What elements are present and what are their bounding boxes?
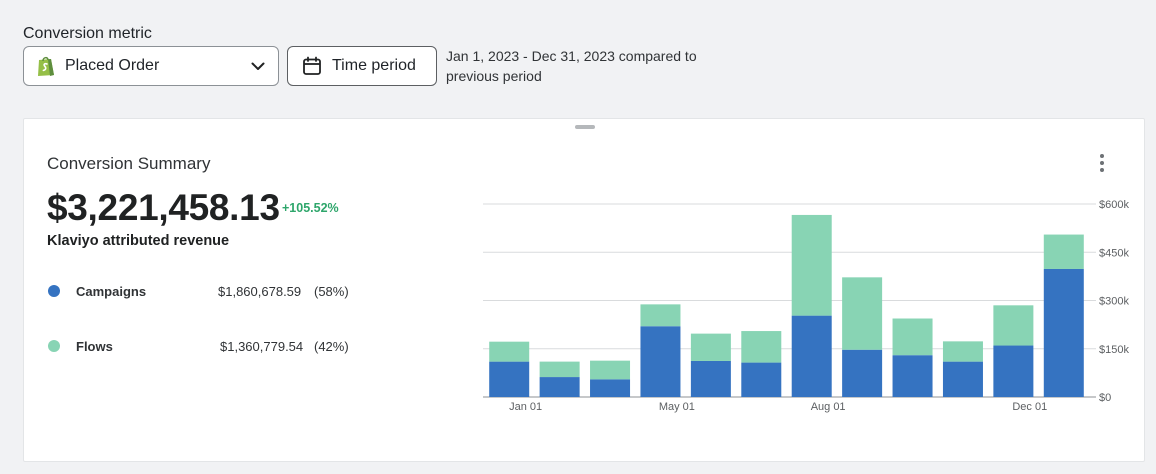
bar-flows-sep bbox=[892, 318, 933, 356]
legend-label: Campaigns bbox=[76, 283, 147, 299]
y-tick-label: $300k bbox=[1099, 296, 1129, 308]
date-range-text: Jan 1, 2023 - Dec 31, 2023 compared to p… bbox=[446, 48, 697, 84]
bar-campaigns-oct bbox=[942, 361, 983, 397]
legend-percent: (42%) bbox=[314, 338, 349, 354]
y-tick-label: $0 bbox=[1099, 392, 1111, 404]
bar-flows-feb bbox=[539, 361, 580, 378]
calendar-icon bbox=[303, 56, 321, 75]
bar-flows-jan bbox=[489, 341, 530, 362]
y-tick-label: $150k bbox=[1099, 344, 1129, 356]
bar-flows-aug bbox=[842, 277, 883, 350]
bar-campaigns-may bbox=[690, 360, 731, 397]
card-title: Conversion Summary bbox=[47, 154, 211, 173]
drag-handle[interactable] bbox=[575, 125, 595, 129]
selected-metric: Placed Order bbox=[65, 57, 160, 74]
total-revenue: $3,221,458.13 bbox=[47, 187, 280, 228]
change-badge: +105.52% bbox=[282, 201, 339, 215]
conversion-summary-card: Conversion Summary $3,221,458.13 +105.52… bbox=[23, 118, 1145, 462]
bar-flows-apr bbox=[640, 304, 681, 327]
x-tick-label: Aug 01 bbox=[811, 401, 846, 413]
bar-flows-may bbox=[690, 333, 731, 361]
bar-campaigns-apr bbox=[640, 326, 681, 397]
legend-item-flows: Flows $1,360,779.54 (42%) bbox=[48, 339, 349, 354]
bar-flows-mar bbox=[590, 360, 631, 380]
time-period-label: Time period bbox=[332, 57, 416, 74]
chevron-down-icon bbox=[251, 62, 265, 70]
conversion-metric-label: Conversion metric bbox=[23, 25, 152, 42]
bar-campaigns-feb bbox=[539, 377, 580, 397]
bar-campaigns-mar bbox=[590, 379, 631, 397]
bar-campaigns-sep bbox=[892, 355, 933, 397]
bar-flows-dec bbox=[1043, 234, 1084, 269]
legend-label: Flows bbox=[76, 338, 113, 354]
time-period-button[interactable]: Time period bbox=[287, 46, 437, 86]
bar-campaigns-jul bbox=[791, 315, 832, 397]
flows-dot bbox=[48, 340, 60, 352]
revenue-subtitle: Klaviyo attributed revenue bbox=[47, 233, 230, 249]
legend-item-campaigns: Campaigns $1,860,678.59 (58%) bbox=[48, 284, 349, 299]
bar-campaigns-nov bbox=[993, 345, 1034, 397]
x-tick-label: Jan 01 bbox=[509, 401, 542, 413]
x-tick-label: May 01 bbox=[659, 401, 695, 413]
legend-value: $1,360,779.54 bbox=[220, 338, 304, 354]
bar-campaigns-aug bbox=[842, 349, 883, 397]
conversion-metric-dropdown[interactable]: Placed Order bbox=[23, 46, 279, 86]
bar-flows-nov bbox=[993, 305, 1034, 346]
more-options-icon[interactable] bbox=[1092, 151, 1112, 175]
legend-percent: (58%) bbox=[314, 283, 349, 299]
x-tick-label: Dec 01 bbox=[1012, 401, 1047, 413]
bar-campaigns-jan bbox=[489, 361, 530, 397]
y-tick-label: $450k bbox=[1099, 247, 1129, 259]
bar-flows-jul bbox=[791, 214, 832, 316]
bar-campaigns-jun bbox=[741, 362, 782, 397]
legend-value: $1,860,678.59 bbox=[218, 283, 302, 299]
stacked-bar-chart: $0 $150k $300k $450k $600k Jan 01 May 01 Aug 01… bbox=[483, 199, 1129, 413]
campaigns-dot bbox=[48, 285, 60, 297]
shopify-bag-icon bbox=[38, 56, 54, 76]
bar-campaigns-dec bbox=[1043, 268, 1084, 397]
y-tick-label: $600k bbox=[1099, 199, 1129, 211]
bar-flows-jun bbox=[741, 331, 782, 363]
bar-flows-oct bbox=[942, 341, 983, 362]
